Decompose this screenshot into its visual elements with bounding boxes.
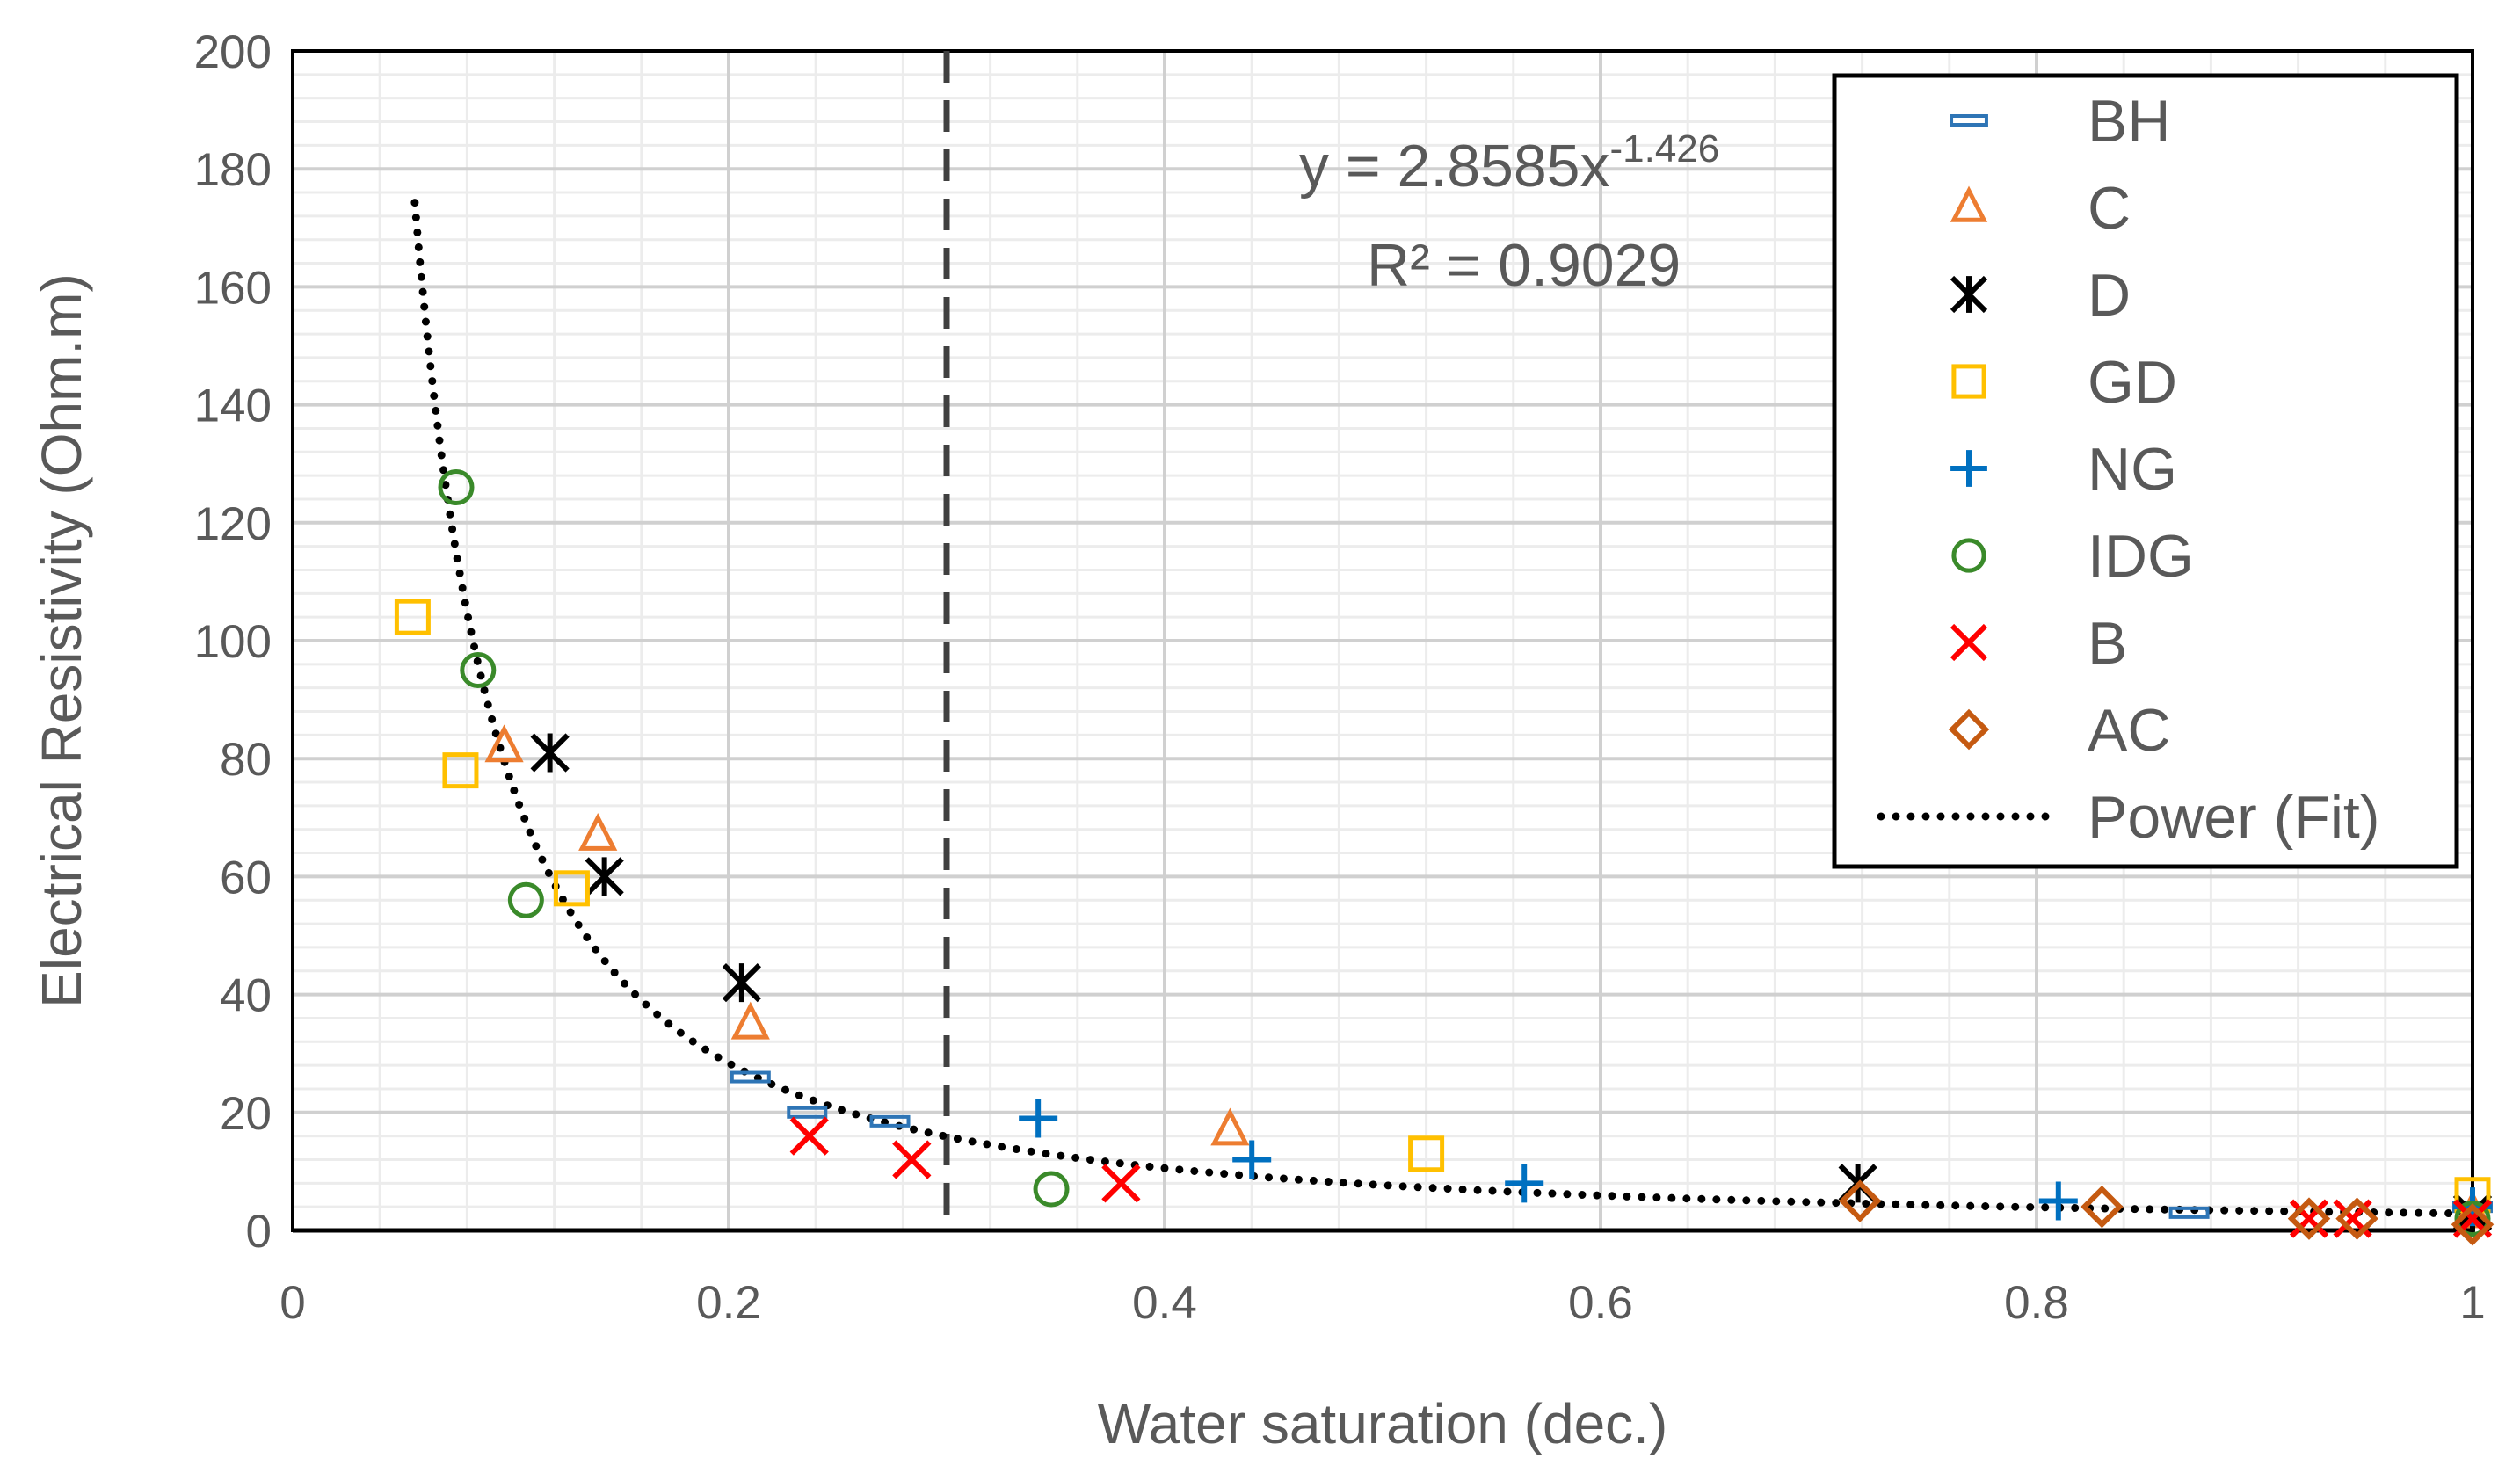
data-point-bh	[869, 1114, 911, 1128]
data-point-idg	[460, 652, 497, 689]
legend-entry-gd: GD	[1951, 349, 2177, 416]
data-point-bh	[2168, 1206, 2210, 1219]
fit-equation-exponent: -1.426	[1609, 127, 1719, 170]
y-tick-label: 20	[220, 1088, 272, 1140]
data-point-idg	[438, 469, 475, 506]
data-point-gd	[394, 599, 431, 635]
y-tick-label: 180	[194, 144, 272, 196]
legend-box	[1832, 73, 2459, 869]
legend-label: BH	[2088, 88, 2170, 155]
legend-entry-idg: IDG	[1951, 523, 2194, 590]
legend-entry-d: D	[1950, 262, 2131, 329]
legend-entry-b: B	[1950, 610, 2127, 677]
fit-equation-main: y = 2.8585x	[1299, 133, 1609, 200]
y-tick-label: 140	[194, 381, 272, 432]
legend-entry-ng: NG	[1950, 436, 2177, 503]
legend: BH CD GD NG IDG B AC Power (Fit)	[1832, 73, 2459, 869]
x-axis-title: Water saturation (dec.)	[1098, 1392, 1668, 1455]
legend-label: GD	[2088, 349, 2177, 416]
data-point-c	[1210, 1107, 1250, 1146]
data-point-ac	[2451, 1203, 2495, 1246]
data-point-bh	[787, 1106, 828, 1119]
data-point-b	[2289, 1199, 2329, 1238]
data-point-d	[585, 857, 624, 896]
data-point-gd	[1408, 1135, 1445, 1172]
data-point-ng	[1019, 1099, 1058, 1138]
y-tick-label: 0	[246, 1206, 272, 1258]
data-point-d	[722, 963, 762, 1003]
data-point-ac	[2081, 1185, 2124, 1229]
y-tick-label: 40	[220, 970, 272, 1022]
y-tick-label: 80	[220, 734, 272, 786]
x-tick-label: 1	[2459, 1277, 2485, 1329]
data-point-ac	[2287, 1197, 2331, 1240]
data-point-c	[578, 812, 618, 851]
legend-label: B	[2088, 610, 2127, 677]
legend-label: AC	[2088, 697, 2170, 764]
x-tick-label: 0.4	[1132, 1277, 1197, 1329]
y-axis-title: Electrical Resistivity (Ohm.m)	[30, 273, 93, 1008]
x-tick-label: 0.6	[1568, 1277, 1633, 1329]
x-tick-label: 0.2	[696, 1277, 761, 1329]
legend-label: C	[2088, 175, 2131, 242]
data-point-gd	[442, 752, 479, 789]
axis-labels: Water saturation (dec.) Electrical Resis…	[30, 127, 1719, 1455]
data-point-bh	[730, 1070, 771, 1084]
data-point-gd	[553, 870, 590, 907]
legend-label: D	[2088, 262, 2131, 329]
fit-r-squared: R² = 0.9029	[1367, 232, 1681, 299]
axes: 0 20 40 60 80 100 120 140 160 180 200 0 0.2 0.4 0.6 0.8…	[194, 26, 2486, 1329]
legend-entry-ac: AC	[1948, 697, 2170, 764]
data-point-b	[789, 1116, 829, 1156]
data-point-ng	[1232, 1140, 1272, 1179]
legend-label: IDG	[2088, 523, 2194, 590]
x-tick-label: 0.8	[2004, 1277, 2069, 1329]
data-point-ng	[1505, 1164, 1544, 1203]
data-markers	[394, 469, 2495, 1246]
x-tick-label: 0	[280, 1277, 305, 1329]
legend-entry-fit: Power (Fit)	[1877, 784, 2379, 851]
y-tick-label: 100	[194, 616, 272, 668]
data-point-ng	[2038, 1181, 2078, 1221]
y-tick-label: 200	[194, 26, 272, 78]
data-point-ac	[1838, 1179, 1882, 1222]
data-point-idg	[1033, 1171, 1070, 1208]
data-point-ac	[2335, 1197, 2378, 1240]
data-point-c	[730, 1001, 770, 1040]
legend-label: NG	[2088, 436, 2177, 503]
legend-entry-c: C	[1950, 175, 2131, 242]
data-point-d	[530, 733, 570, 773]
data-point-idg	[507, 881, 544, 918]
data-point-b	[892, 1140, 932, 1179]
fit-equation: y = 2.8585x-1.426	[1299, 127, 1719, 200]
legend-label: Power (Fit)	[2088, 784, 2379, 851]
fit-line	[410, 199, 2477, 1218]
trendline	[410, 51, 2477, 1230]
data-point-c	[484, 724, 524, 763]
y-tick-label: 60	[220, 852, 272, 903]
y-tick-label: 120	[194, 498, 272, 550]
y-tick-label: 160	[194, 262, 272, 314]
legend-entry-bh: BH	[1950, 88, 2170, 155]
data-point-idg	[2454, 1201, 2491, 1237]
data-point-b	[1101, 1164, 1141, 1203]
